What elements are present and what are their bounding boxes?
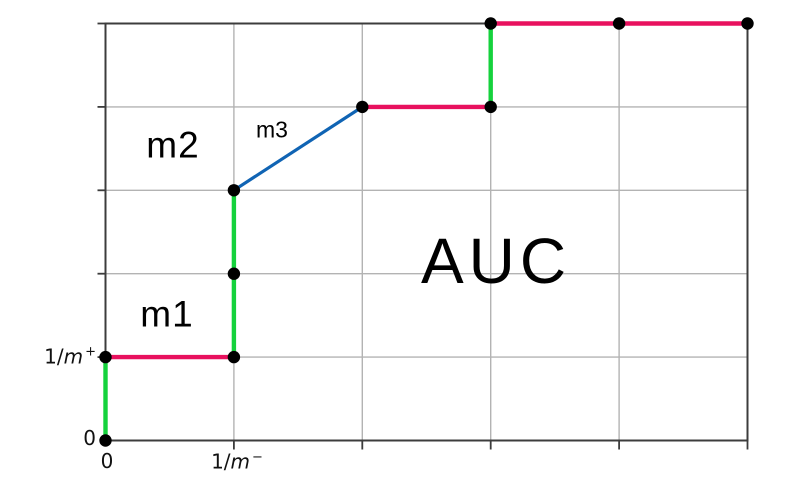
y-tick-frac-pre: 1/: [44, 344, 64, 369]
x-tick-frac-var: m: [230, 449, 251, 474]
x-tick-frac-sup: −: [252, 450, 263, 465]
x-axis-tick-label-zero: 0: [100, 449, 114, 473]
annotation-m1: m1: [140, 293, 194, 335]
x-axis-tick-label-1m-minus: 1/m −: [211, 451, 263, 472]
curve-vertex-dot: [484, 17, 497, 30]
y-tick-frac-sup: +: [85, 344, 96, 360]
curve-vertex-dot: [227, 267, 241, 280]
curve-vertex-dot: [99, 434, 112, 447]
annotation-m3: m3: [256, 116, 288, 143]
x-tick-frac-pre: 1/: [211, 449, 231, 474]
curve-vertex-dot: [227, 184, 241, 197]
curve-vertex-dot: [741, 17, 754, 30]
y-axis-tick-label-zero: 0: [83, 426, 96, 450]
y-tick-frac-var: m: [63, 344, 84, 369]
curve-vertex-dot: [99, 350, 112, 364]
auc-area-label: AUC: [420, 225, 572, 297]
curve-vertex-dot: [356, 100, 369, 114]
curve-vertex-dot: [227, 350, 241, 364]
y-axis-tick-label-1m-plus: 1/m +: [44, 346, 96, 367]
plot-border: [104, 22, 749, 442]
curve-vertex-dot: [612, 17, 626, 30]
curve-segment-slope_blue: [233, 105, 364, 192]
curve-vertex-dot: [484, 100, 497, 114]
annotation-m2: m2: [146, 124, 200, 166]
